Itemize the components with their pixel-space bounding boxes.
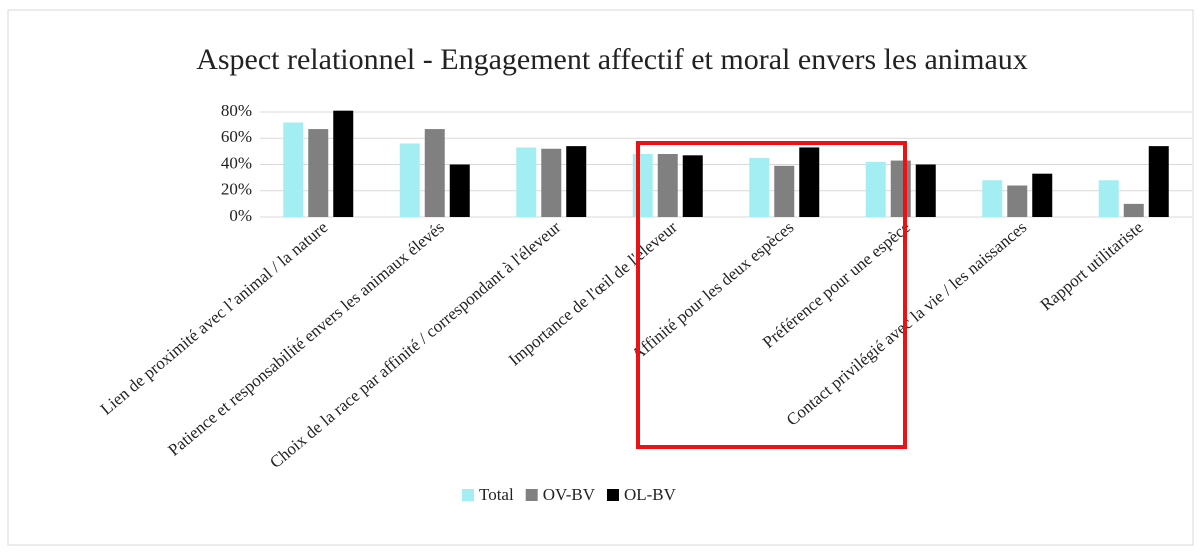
legend-swatch — [525, 489, 538, 501]
bar — [283, 122, 304, 217]
legend-swatch — [606, 489, 619, 501]
y-tick-label: 40% — [221, 153, 252, 172]
y-tick-label: 60% — [221, 127, 252, 146]
legend-label: Total — [479, 485, 514, 504]
bar — [774, 165, 795, 217]
bar — [516, 147, 537, 217]
legend-label: OV-BV — [543, 485, 596, 504]
bar — [424, 129, 445, 217]
bar — [1032, 173, 1053, 217]
bar — [399, 143, 420, 217]
bar — [566, 146, 587, 217]
bar — [657, 154, 678, 217]
legend-swatch — [462, 489, 474, 501]
bar — [333, 110, 354, 217]
bar — [1007, 185, 1028, 217]
y-tick-label: 0% — [229, 206, 252, 225]
bar — [799, 147, 820, 217]
chart-title: Aspect relationnel - Engagement affectif… — [196, 43, 1028, 76]
bar — [632, 154, 653, 217]
bar — [449, 164, 470, 217]
bar — [541, 148, 562, 217]
bar — [890, 160, 911, 217]
bar — [915, 164, 936, 217]
bar — [682, 155, 703, 217]
bar — [1098, 180, 1119, 217]
bar — [982, 180, 1003, 217]
bar — [1123, 203, 1144, 217]
bar — [1148, 146, 1169, 217]
y-tick-label: 80% — [221, 101, 252, 120]
bar — [749, 157, 770, 217]
highlight-box — [636, 141, 907, 449]
chart-frame — [7, 9, 1194, 546]
y-tick-label: 20% — [221, 180, 252, 199]
bar — [865, 161, 886, 217]
bar — [308, 129, 329, 217]
legend-label: OL-BV — [624, 485, 677, 504]
